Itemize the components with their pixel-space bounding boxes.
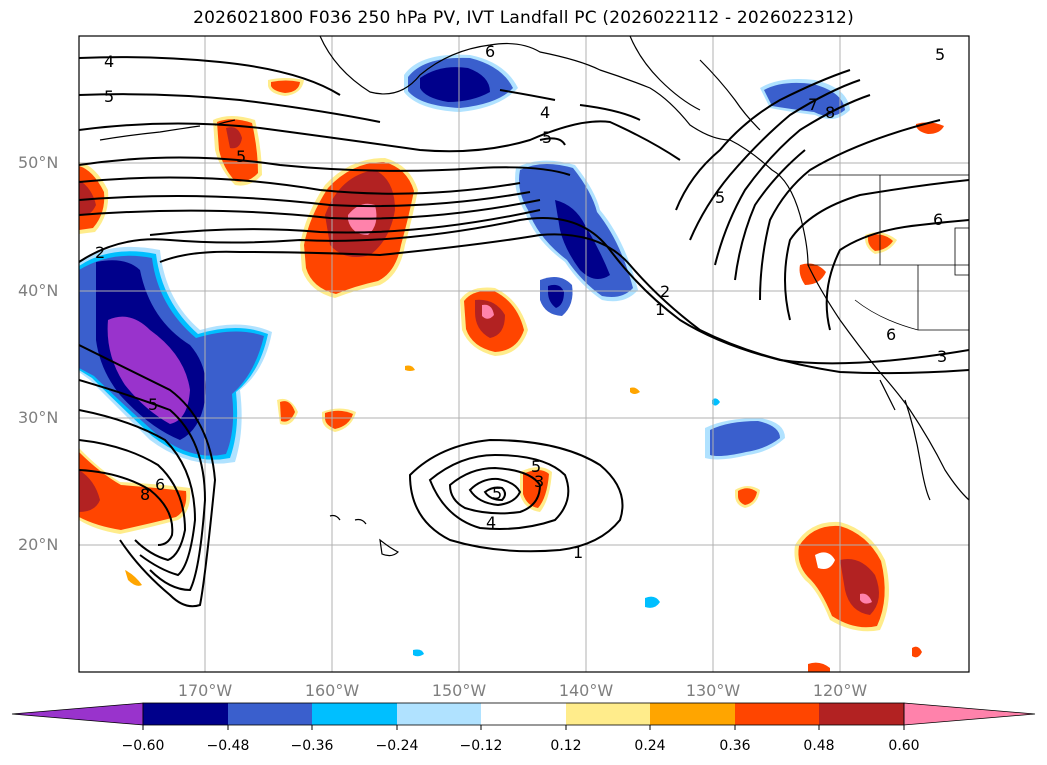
map-area: 4 5 6 4 5 5 2 1 5 6 8 7 2 5 6 3 5 3 5 4 … [79, 36, 969, 672]
contour-label: 6 [886, 325, 896, 344]
lon-label: 160°W [304, 681, 360, 700]
contour-label: 2 [95, 243, 105, 262]
colorbar-segment [397, 703, 481, 725]
colorbar-extend-high [903, 702, 1036, 726]
contour-label: 1 [573, 543, 583, 562]
lat-label: 20°N [18, 535, 59, 554]
colorbar-tick-label: 0.12 [550, 738, 582, 754]
contour-label: 6 [155, 475, 165, 494]
map-frame [78, 35, 970, 673]
political-borders [808, 174, 969, 331]
contour-label: 5 [148, 395, 158, 414]
colorbar-segment [735, 703, 819, 725]
lon-label: 170°W [177, 681, 233, 700]
colorbar-tick-label: 0.36 [719, 738, 751, 754]
colorbar [11, 702, 1036, 730]
contour-label: 8 [825, 103, 835, 122]
colorbar-segment [143, 703, 228, 725]
contour-label: 4 [104, 52, 114, 71]
lon-label: 140°W [558, 681, 614, 700]
colorbar-segment [312, 703, 397, 725]
colorbar-segment [228, 703, 312, 725]
contour-label: 5 [104, 87, 114, 106]
colorbar-tick-label: −0.60 [121, 738, 165, 754]
colorbar-tick-label: 0.60 [888, 738, 920, 754]
contour-label: 3 [534, 472, 544, 491]
colorbar-tick-label: −0.12 [459, 738, 503, 754]
map-title: 2026021800 F036 250 hPa PV, IVT Landfall… [193, 8, 854, 28]
colorbar-segment [481, 703, 566, 725]
contour-lines [79, 56, 969, 608]
contour-label: 5 [236, 147, 246, 166]
colorbar-tick-label: 0.48 [803, 738, 835, 754]
contour-label: 5 [531, 457, 541, 476]
contour-label: 5 [542, 128, 552, 147]
lon-label: 130°W [685, 681, 741, 700]
graticule [79, 36, 969, 672]
lat-label: 30°N [18, 408, 59, 427]
contour-label: 7 [808, 95, 818, 114]
contour-label: 5 [492, 484, 502, 503]
lat-label: 50°N [18, 153, 59, 172]
lon-label: 150°W [431, 681, 487, 700]
colorbar-tick-label: −0.36 [290, 738, 334, 754]
contour-label: 6 [933, 210, 943, 229]
negative-shading [79, 54, 850, 657]
contour-label: 4 [486, 513, 496, 532]
contour-label: 4 [540, 103, 550, 122]
colorbar-extend-low [11, 702, 144, 726]
colorbar-tick-label: 0.24 [634, 738, 666, 754]
contour-label: 6 [485, 42, 495, 61]
colorbar-tick-label: −0.48 [206, 738, 250, 754]
contour-label: 3 [937, 347, 947, 366]
contour-label: 2 [660, 282, 670, 301]
contour-label: 1 [655, 300, 665, 319]
lon-label: 120°W [812, 681, 868, 700]
contour-label: 8 [140, 485, 150, 504]
contour-label-layer: 4 5 6 4 5 5 2 1 5 6 8 7 2 5 6 3 5 3 5 4 … [95, 42, 947, 562]
colorbar-tick-label: −0.24 [375, 738, 419, 754]
colorbar-segment [819, 703, 904, 725]
contour-label: 5 [715, 188, 725, 207]
colorbar-segment [650, 703, 735, 725]
colorbar-segment [566, 703, 650, 725]
lat-label: 40°N [18, 281, 59, 300]
contour-label: 5 [935, 45, 945, 64]
